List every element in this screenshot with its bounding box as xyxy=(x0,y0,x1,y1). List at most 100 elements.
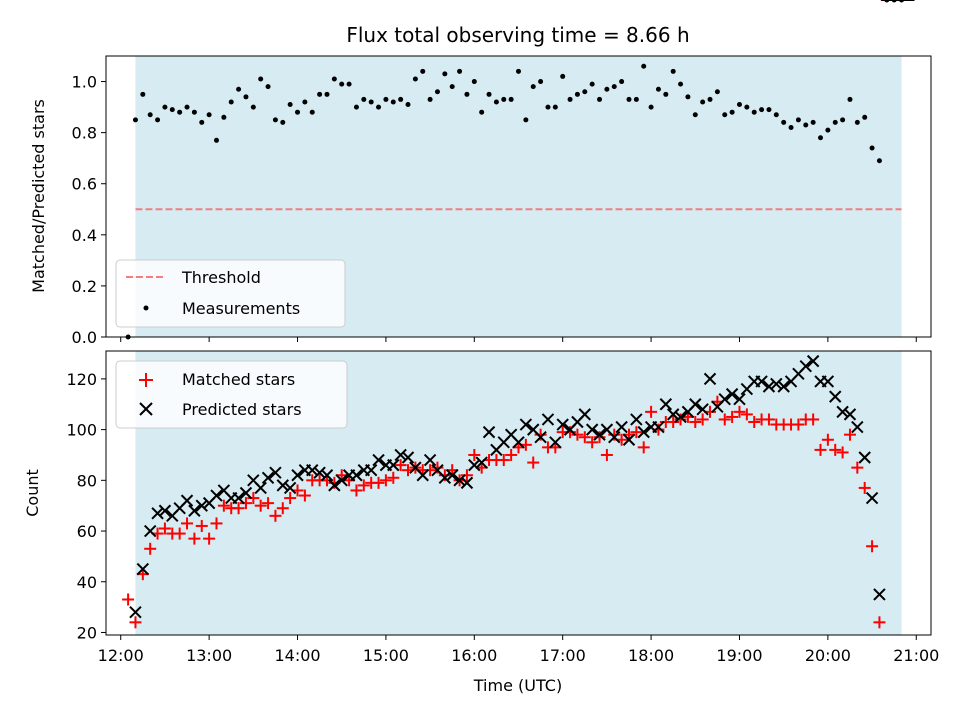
matched-stars-point xyxy=(394,459,407,472)
legend-matched-label: Matched stars xyxy=(182,370,295,389)
predicted-stars-point xyxy=(585,423,599,436)
predicted-stars-point xyxy=(158,504,172,517)
measurements-point xyxy=(140,91,146,97)
measurements-point xyxy=(832,119,838,125)
predicted-stars-point xyxy=(239,486,253,500)
measurements-point xyxy=(766,107,772,113)
matched-stars-point xyxy=(600,448,613,461)
measurements-point xyxy=(501,96,507,102)
predicted-stars-point xyxy=(666,408,680,421)
matched-stars-point xyxy=(284,492,297,505)
bottom-y-tick-label: 80 xyxy=(77,471,97,490)
bottom-marks xyxy=(122,0,915,629)
measurements-point xyxy=(567,96,573,102)
matched-stars-point xyxy=(873,616,886,629)
matched-stars-point xyxy=(843,428,856,441)
matched-stars-point xyxy=(527,456,540,469)
predicted-stars-point xyxy=(416,469,429,482)
bottom-y-tick-label: 100 xyxy=(66,421,97,440)
measurements-point xyxy=(353,104,359,110)
matched-stars-point xyxy=(866,540,879,553)
measurements-point xyxy=(633,96,639,102)
predicted-stars-point xyxy=(306,463,319,477)
predicted-stars-point xyxy=(232,491,245,505)
bottom-legend-box xyxy=(115,360,348,429)
matched-stars-point xyxy=(497,454,510,467)
top-y-tick-label: 1.0 xyxy=(72,73,97,92)
top-y-tick-label: 0.6 xyxy=(72,175,97,194)
matched-stars-point xyxy=(387,471,400,484)
measurements-point xyxy=(324,91,330,97)
x-tick-label: 14:00 xyxy=(274,646,320,665)
predicted-stars-point xyxy=(843,408,857,421)
measurements-point xyxy=(206,112,212,118)
measurements-point xyxy=(361,96,367,102)
matched-stars-point xyxy=(858,481,871,494)
predicted-stars-point xyxy=(534,431,547,444)
measurements-point xyxy=(795,117,801,123)
matched-stars-point xyxy=(696,413,709,426)
measurements-point xyxy=(869,145,875,151)
legend-threshold-label: Threshold xyxy=(181,268,261,287)
predicted-stars-point xyxy=(283,481,297,495)
measurements-point xyxy=(265,84,271,90)
measurements-point xyxy=(272,117,278,123)
predicted-stars-point xyxy=(136,562,150,576)
matched-stars-point xyxy=(122,593,135,606)
predicted-stars-point xyxy=(593,428,606,441)
measurements-point xyxy=(854,119,860,125)
predicted-stars-point xyxy=(291,469,304,482)
predicted-stars-point xyxy=(829,390,842,403)
measurements-point xyxy=(184,104,190,110)
measurements-point xyxy=(221,114,227,120)
top-legend-box xyxy=(115,259,346,328)
predicted-stars-point xyxy=(608,431,621,444)
matched-stars-point xyxy=(438,469,451,482)
measurements-point xyxy=(582,89,588,95)
top-legend: Threshold Measurements xyxy=(115,259,346,328)
matched-stars-point xyxy=(188,532,201,545)
measurements-point xyxy=(331,76,337,82)
measurements-point xyxy=(825,127,831,133)
predicted-stars-point xyxy=(468,458,481,472)
matched-stars-point xyxy=(276,502,289,515)
predicted-stars-point xyxy=(770,377,783,391)
predicted-stars-point xyxy=(460,476,474,490)
predicted-stars-point xyxy=(541,413,555,426)
measurements-point xyxy=(560,73,566,79)
measurements-point xyxy=(368,99,374,105)
matched-stars-point xyxy=(608,428,621,441)
matched-stars-point xyxy=(460,469,473,482)
measurements-point xyxy=(390,99,396,105)
measurements-point xyxy=(493,99,499,105)
measurements-point xyxy=(213,137,219,143)
predicted-stars-point xyxy=(335,474,348,487)
predicted-stars-point xyxy=(725,387,739,401)
measurements-point xyxy=(626,96,632,102)
predicted-stars-point xyxy=(630,413,643,426)
top-plot-frame xyxy=(105,55,932,338)
matched-stars-point xyxy=(836,446,849,459)
bottom-y-tick-label: 120 xyxy=(66,370,97,389)
measurements-point xyxy=(597,96,603,102)
matched-stars-point xyxy=(247,492,260,505)
predicted-stars-point xyxy=(718,392,731,406)
measurements-point xyxy=(876,158,882,164)
matched-stars-point xyxy=(298,489,311,502)
matched-stars-point xyxy=(262,497,275,510)
measurements-point xyxy=(574,91,580,97)
x-tick-label: 15:00 xyxy=(363,646,409,665)
measurements-point xyxy=(530,84,536,90)
measurements-point xyxy=(685,94,691,100)
matched-stars-point xyxy=(571,428,584,441)
measurements-point xyxy=(744,104,750,110)
matched-stars-point xyxy=(379,474,392,487)
top-y-axis: 0.0 0.2 0.4 0.6 0.8 1.0 xyxy=(72,73,106,347)
predicted-stars-point xyxy=(195,499,208,512)
measurements-point xyxy=(302,99,308,105)
predicted-stars-point xyxy=(549,436,562,449)
predicted-stars-point xyxy=(254,481,267,495)
measurements-point xyxy=(692,112,698,118)
matched-stars-point xyxy=(203,532,216,545)
measurements-point xyxy=(670,68,676,74)
